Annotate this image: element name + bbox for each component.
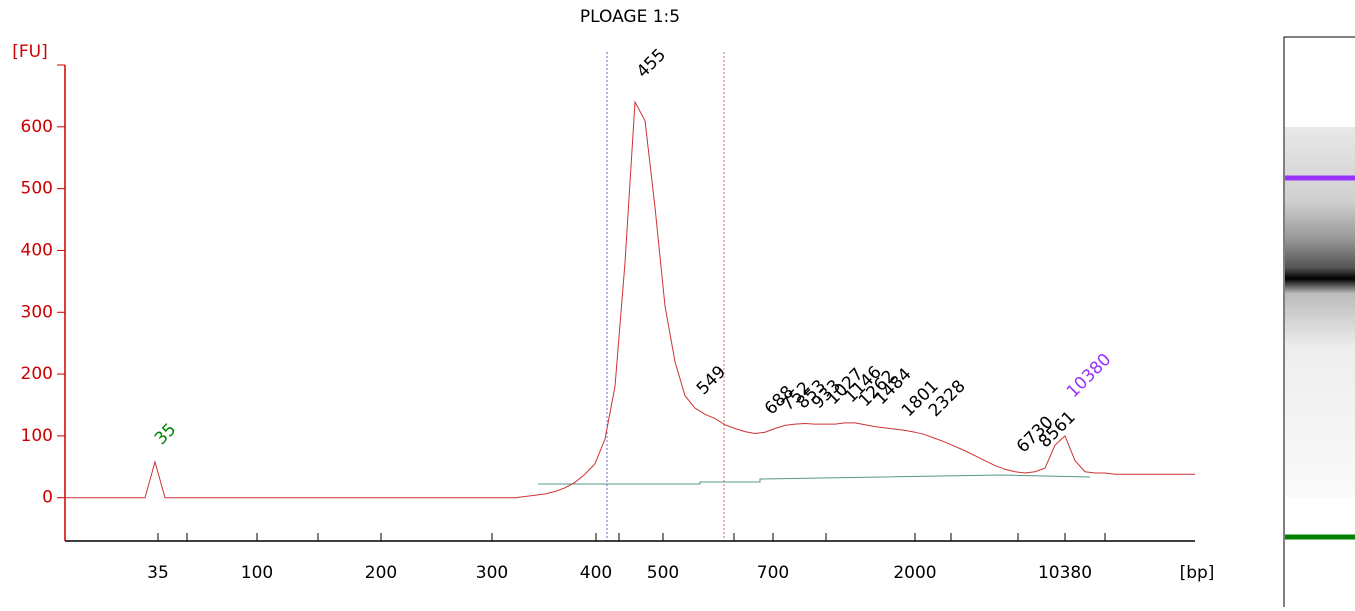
x-tick-label: 400: [580, 563, 612, 583]
x-tick-label: 10380: [1038, 563, 1092, 583]
x-tick-label: 700: [757, 563, 789, 583]
y-tick-label: 600: [21, 117, 53, 137]
x-tick-label: 300: [476, 563, 508, 583]
y-tick-label: 0: [42, 488, 53, 508]
y-tick-label: 500: [21, 179, 53, 199]
x-tick-label: 2000: [893, 563, 936, 583]
x-tick-label: 200: [365, 563, 397, 583]
x-axis-label: [bp]: [1180, 563, 1215, 583]
y-tick-label: 300: [21, 302, 53, 322]
y-tick-label: 400: [21, 240, 53, 260]
y-axis-label: [FU]: [12, 42, 48, 62]
chart-title: PLOAGE 1:5: [580, 7, 680, 27]
x-tick-label: 35: [147, 563, 169, 583]
y-tick-label: 200: [21, 364, 53, 384]
trace: [65, 100, 1195, 499]
x-tick-label: 500: [647, 563, 679, 583]
peak-label: 455: [633, 45, 670, 82]
peak-label: 35: [151, 420, 180, 449]
y-tick-label: 100: [21, 426, 53, 446]
baseline: [538, 474, 1091, 485]
peak-label: 10380: [1063, 350, 1115, 402]
gel-band: [1285, 127, 1355, 497]
x-tick-label: 100: [241, 563, 273, 583]
